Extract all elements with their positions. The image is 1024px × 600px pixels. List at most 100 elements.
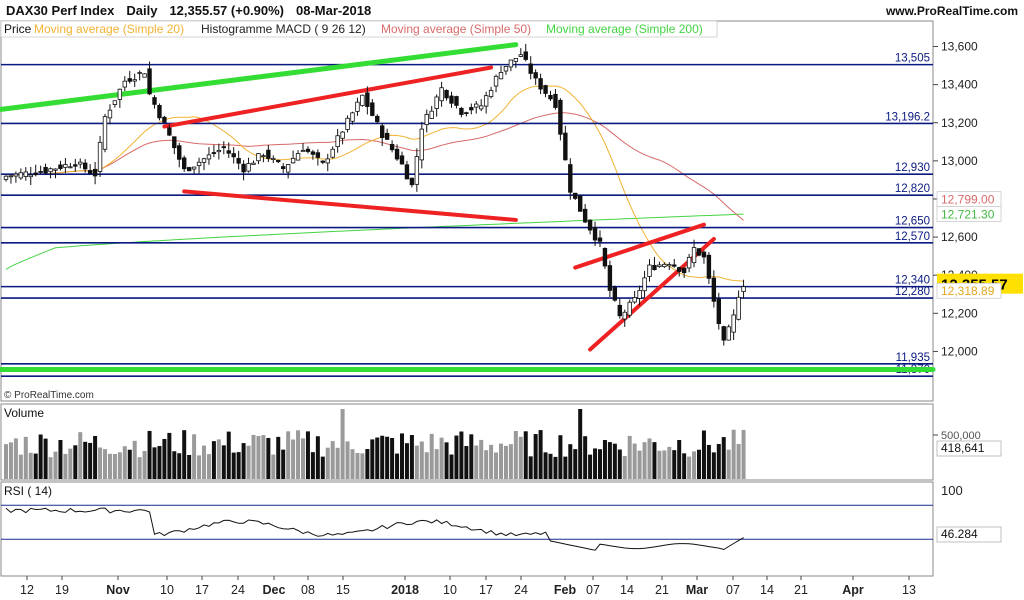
candle[interactable]	[637, 285, 642, 306]
candle[interactable]	[132, 73, 137, 88]
candle[interactable]	[424, 109, 429, 133]
candle[interactable]	[365, 86, 370, 115]
rsi-label[interactable]: RSI ( 14)	[4, 484, 52, 498]
candle[interactable]	[632, 290, 637, 304]
candle[interactable]	[191, 166, 197, 175]
legend-sma50[interactable]: Moving average (Simple 50)	[381, 22, 531, 36]
legend-sma20[interactable]: Moving average (Simple 20)	[34, 22, 184, 36]
candle[interactable]	[419, 121, 424, 169]
candle[interactable]	[251, 160, 256, 165]
candle[interactable]	[162, 115, 167, 123]
candle[interactable]	[68, 162, 73, 169]
candle[interactable]	[226, 142, 231, 158]
legend-price-label[interactable]: Price	[4, 22, 32, 36]
candle[interactable]	[236, 150, 241, 170]
candle[interactable]	[434, 94, 439, 117]
candle[interactable]	[731, 309, 736, 341]
candle[interactable]	[543, 84, 548, 98]
candle[interactable]	[33, 164, 38, 177]
candle[interactable]	[587, 219, 593, 235]
trendline[interactable]	[573, 222, 706, 270]
candle[interactable]	[627, 299, 632, 318]
candle[interactable]	[43, 163, 48, 175]
candle[interactable]	[573, 192, 578, 200]
candle[interactable]	[439, 81, 444, 107]
volume-label[interactable]: Volume	[4, 406, 44, 420]
candle[interactable]	[38, 165, 43, 175]
candle[interactable]	[607, 260, 613, 298]
candle[interactable]	[152, 95, 157, 109]
candle[interactable]	[493, 74, 499, 93]
candle[interactable]	[478, 99, 484, 112]
candle[interactable]	[335, 128, 340, 153]
candle[interactable]	[87, 164, 93, 175]
candle[interactable]	[92, 161, 98, 185]
candle[interactable]	[345, 115, 350, 133]
candle[interactable]	[578, 195, 583, 212]
candle[interactable]	[112, 100, 118, 108]
candle[interactable]	[429, 105, 434, 120]
candle[interactable]	[622, 309, 627, 327]
candle[interactable]	[201, 157, 207, 171]
candle[interactable]	[186, 166, 192, 172]
candle[interactable]	[73, 158, 78, 172]
candle[interactable]	[246, 157, 251, 173]
candle[interactable]	[389, 140, 395, 153]
candle[interactable]	[241, 160, 246, 181]
candle[interactable]	[360, 94, 365, 107]
candle[interactable]	[696, 248, 702, 257]
candle[interactable]	[330, 146, 335, 159]
candle[interactable]	[459, 107, 464, 118]
candle[interactable]	[488, 86, 494, 99]
candle[interactable]	[394, 144, 400, 161]
candle[interactable]	[498, 65, 504, 80]
site-url[interactable]: www.ProRealTime.com	[885, 4, 1018, 18]
candle[interactable]	[310, 149, 316, 160]
candle[interactable]	[276, 159, 281, 164]
candle[interactable]	[711, 270, 717, 308]
candle[interactable]	[691, 239, 697, 268]
candle[interactable]	[320, 160, 325, 165]
candle[interactable]	[518, 48, 523, 58]
candle[interactable]	[701, 250, 707, 264]
candle[interactable]	[474, 100, 479, 114]
candle[interactable]	[370, 99, 375, 117]
candle[interactable]	[28, 166, 33, 185]
candle[interactable]	[102, 113, 108, 153]
candle[interactable]	[107, 104, 113, 125]
candle[interactable]	[404, 160, 410, 180]
candle[interactable]	[706, 252, 712, 284]
candle[interactable]	[672, 258, 677, 268]
candle[interactable]	[513, 57, 519, 69]
candle[interactable]	[652, 256, 657, 271]
candle[interactable]	[533, 69, 538, 85]
candle[interactable]	[58, 160, 63, 171]
candle[interactable]	[290, 150, 296, 164]
candle[interactable]	[602, 247, 608, 269]
candle[interactable]	[300, 143, 306, 152]
candle[interactable]	[325, 153, 330, 172]
candle[interactable]	[256, 153, 261, 165]
candle[interactable]	[97, 135, 103, 177]
candle[interactable]	[414, 148, 420, 192]
candle[interactable]	[568, 158, 573, 200]
candle[interactable]	[177, 142, 182, 168]
candle[interactable]	[558, 98, 563, 141]
trendline[interactable]	[182, 189, 518, 222]
candle[interactable]	[384, 128, 390, 140]
candle[interactable]	[127, 70, 132, 84]
candle[interactable]	[48, 167, 53, 179]
candle[interactable]	[172, 136, 177, 155]
candle[interactable]	[563, 125, 568, 161]
candle[interactable]	[63, 158, 68, 173]
legend-macd[interactable]: Histogramme MACD ( 9 26 12)	[201, 22, 366, 36]
candle[interactable]	[181, 155, 187, 172]
candle[interactable]	[548, 90, 553, 101]
candle[interactable]	[211, 144, 217, 158]
candle[interactable]	[379, 122, 385, 146]
candle[interactable]	[375, 114, 380, 124]
candle[interactable]	[483, 91, 489, 114]
candle[interactable]	[167, 124, 172, 137]
candle[interactable]	[662, 262, 667, 269]
candle[interactable]	[647, 259, 652, 282]
